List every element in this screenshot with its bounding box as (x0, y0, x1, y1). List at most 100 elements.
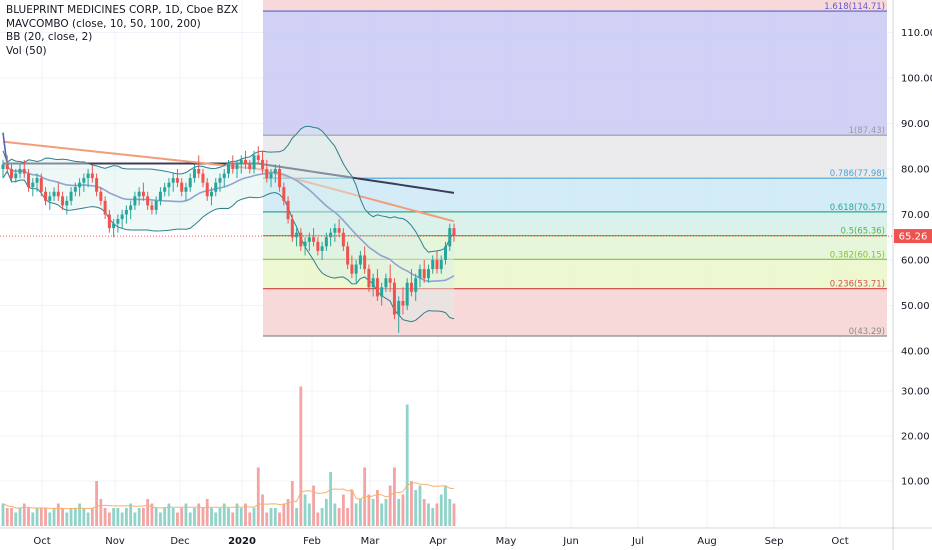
chart-legend: BLUEPRINT MEDICINES CORP, 1D, Cboe BZX M… (6, 4, 238, 58)
volume-bar (333, 503, 337, 526)
candle-body (197, 169, 201, 174)
volume-bar (350, 490, 354, 526)
volume-bar (78, 503, 81, 526)
volume-bar (73, 508, 77, 526)
volume-bar (414, 490, 418, 526)
fib-level-label: 1.618(114.71) (824, 2, 885, 12)
candle-body (371, 278, 375, 288)
last-price-badge (894, 229, 932, 244)
volume-bar (31, 512, 35, 526)
candle-body (120, 214, 124, 220)
volume-bar (286, 499, 290, 526)
volume-bar (210, 508, 213, 526)
candle-body (48, 196, 52, 201)
price-tick-label: 110.00 (901, 28, 932, 39)
time-tick-label: Jul (631, 536, 644, 547)
time-axis: Oct Nov Dec 2020 Feb Mar Apr May Jun Jul Aug Sep Oct (0, 527, 932, 547)
volume-bar (176, 512, 179, 526)
volume-bar (48, 512, 52, 526)
candle-body (350, 264, 354, 274)
legend-title[interactable]: BLUEPRINT MEDICINES CORP, 1D, Cboe BZX (6, 4, 239, 16)
candle-body (35, 178, 39, 183)
volume-bar (256, 467, 260, 526)
candle-body (141, 191, 145, 197)
legend-mavcombo[interactable]: MAVCOMBO (close, 10, 50, 100, 200) (6, 17, 201, 30)
candle-body (14, 173, 18, 179)
volume-bar (193, 508, 196, 526)
candle-body (1, 164, 5, 169)
volume-bar (159, 512, 162, 526)
candle-body (295, 232, 299, 238)
volume-bar (154, 508, 158, 526)
volume-bar (239, 508, 243, 526)
fib-level-label: 0(43.29) (849, 327, 885, 337)
volume-bar (422, 499, 426, 526)
candle-body (129, 205, 133, 210)
volume-bar (133, 512, 137, 526)
candle-body (222, 173, 226, 179)
legend-bollinger[interactable]: BB (20, close, 2) (6, 31, 93, 43)
fib-level-label: 1(87.43) (849, 126, 885, 136)
candle-body (307, 237, 311, 242)
candle-body (392, 282, 396, 315)
volume-bar (142, 508, 145, 526)
time-tick-label: Nov (105, 536, 125, 547)
legend-volume[interactable]: Vol (50) (6, 44, 47, 57)
volume-bar (431, 508, 435, 526)
candle-body (337, 228, 341, 233)
candle-body (205, 182, 209, 197)
candle-body (388, 278, 392, 283)
candle-body (367, 269, 371, 288)
candle-body (299, 232, 303, 247)
volume-ma-line (2, 482, 455, 510)
candle-body (380, 287, 384, 297)
volume-bar (184, 503, 188, 526)
volume-tick-label: 30.00 (901, 387, 930, 398)
candle-body (99, 191, 103, 201)
candle-body (227, 164, 230, 174)
candle-body (18, 169, 22, 174)
volume-bar (273, 508, 277, 526)
volume-bar (188, 512, 192, 526)
volume-bar (448, 499, 452, 526)
volume-bar (120, 512, 124, 526)
last-price-label: 65.26 (899, 232, 928, 243)
volume-bar (180, 508, 184, 526)
volume-bar (329, 472, 333, 526)
volume-bar (303, 494, 307, 526)
candle-body (439, 260, 443, 270)
candle-body (333, 228, 337, 233)
volume-bar (444, 485, 447, 526)
candle-body (116, 219, 120, 224)
candle-body (414, 278, 418, 292)
candle-body (107, 214, 111, 229)
volume-bar (244, 503, 247, 526)
time-tick-label: Oct (33, 536, 50, 547)
candle-body (201, 173, 205, 183)
volume-bar (137, 508, 141, 526)
volume-bar (95, 481, 99, 526)
candle-body (175, 178, 179, 183)
candle-body (244, 159, 248, 165)
fib-zone (263, 211, 887, 236)
volume-bar (124, 508, 128, 526)
volume-tick-label: 10.00 (901, 477, 930, 488)
volume-bar (320, 508, 324, 526)
volume-bar (90, 508, 94, 526)
volume-bar (384, 499, 388, 526)
candle-body (409, 282, 413, 292)
candle-body (209, 191, 213, 197)
candle-body (214, 182, 218, 192)
candle-body (158, 191, 162, 201)
time-tick-label: Sep (765, 536, 784, 547)
candle-body (112, 223, 116, 229)
volume-bar (222, 503, 226, 526)
volume-bar (231, 512, 235, 526)
volume-bar (10, 508, 13, 526)
candle-body (452, 228, 456, 237)
volume-bar (358, 499, 362, 526)
candle-body (286, 200, 290, 220)
volume-bar (269, 508, 273, 526)
volume-bar (371, 499, 375, 526)
